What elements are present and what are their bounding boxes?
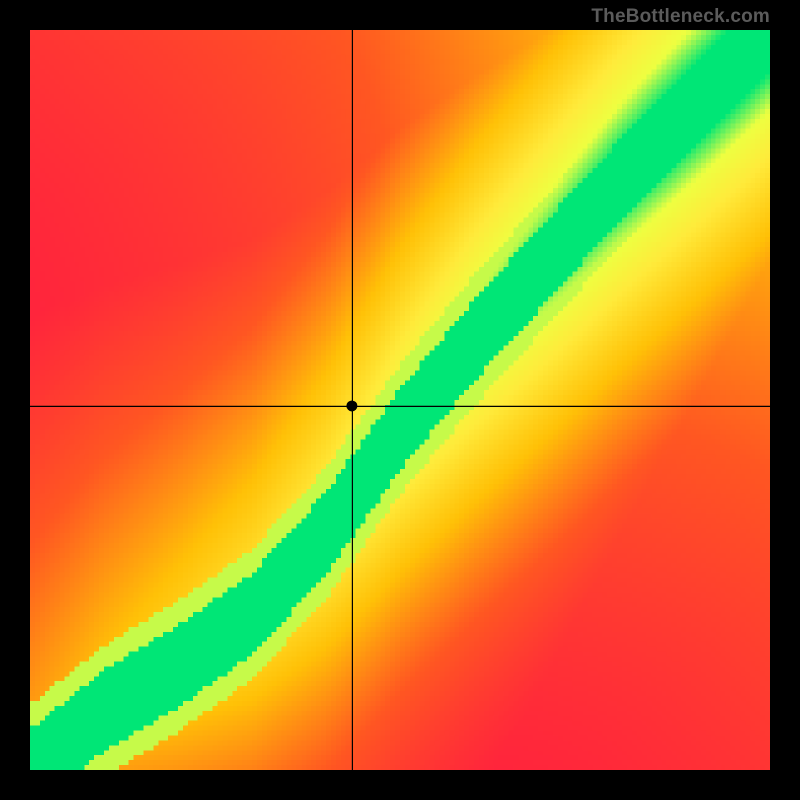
- plot-area: [30, 30, 770, 770]
- crosshair-overlay: [30, 30, 770, 770]
- chart-container: TheBottleneck.com: [0, 0, 800, 800]
- watermark-text: TheBottleneck.com: [591, 6, 770, 28]
